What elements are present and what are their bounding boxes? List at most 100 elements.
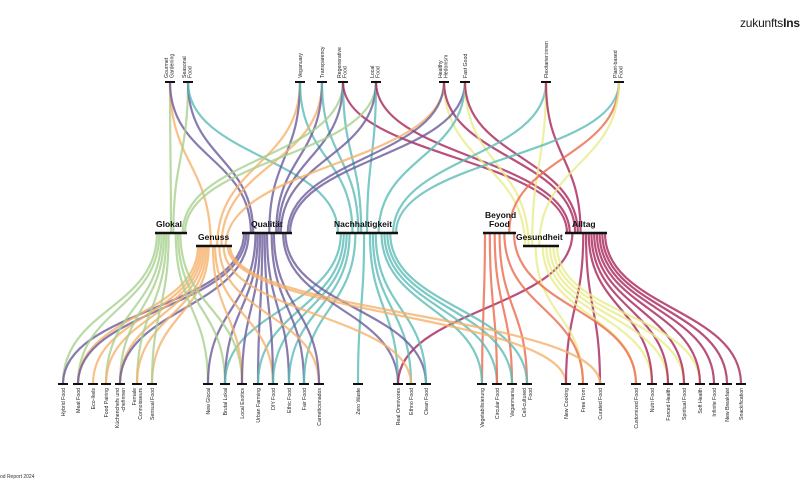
link-bot-82-beyond xyxy=(498,231,529,386)
logo-part-2: Inst xyxy=(783,16,800,30)
bottom-trend-label-carneticionados: Carnetícionados xyxy=(317,388,323,426)
link-bot-45-glokal xyxy=(135,231,168,386)
bottom-trend-label-kuchenchefs-und-chefinnen: Küchenchefs und-chefinnen xyxy=(115,388,127,428)
link-top-17-qualitaet xyxy=(279,80,378,235)
link-top-24-qualitaet xyxy=(288,80,467,235)
hub-label-gesundheit: Gesundheit xyxy=(516,232,563,242)
hub-label-qualitaet: Qualität xyxy=(251,219,283,229)
bottom-trend-label-circular-food: Circular Food xyxy=(495,388,501,419)
bottom-trend-label-food-pairing: Food Pairing xyxy=(104,388,110,418)
link-top-12-glokal xyxy=(181,80,345,235)
link-bot-47-genuss xyxy=(150,244,210,386)
bottom-trend-label-fair-food: Fair Food xyxy=(302,388,308,410)
link-bot-84-genuss xyxy=(226,244,568,386)
top-trend-label-healthy-hedonism: HealthyHedonism xyxy=(438,55,450,78)
link-top-3-glokal xyxy=(172,80,190,235)
bottom-trend-label-infinite-food: Infinite Food xyxy=(712,388,718,417)
logo: zukunftsInst xyxy=(740,16,800,30)
top-trend-label-seasonal-food: SeasonalFood xyxy=(182,56,194,78)
bottom-trend-label-spiritual-food: Spiritual Food xyxy=(682,388,688,420)
bottom-trend-label-new-breakfast: New Breakfast xyxy=(725,387,731,421)
link-layer xyxy=(61,80,743,386)
hub-layer: Glokal Genuss Qualität Nachhaltigkeit Beyond… xyxy=(155,210,607,248)
link-bot-64-qualitaet xyxy=(270,231,306,386)
bottom-trend-label-snackification: Snackification xyxy=(739,388,745,420)
link-bot-65-nachhaltigkeit xyxy=(302,231,357,386)
bottom-trend-label-forced-health: Forced Health xyxy=(666,388,672,421)
top-trend-label-transparency: Transparency xyxy=(320,46,326,78)
link-top-29-gesundheit xyxy=(531,80,548,248)
link-bot-76-beyond xyxy=(480,231,487,386)
link-bot-96-gesundheit xyxy=(552,244,686,386)
hub-label-nachhaltigkeit: Nachhaltigkeit xyxy=(334,219,392,229)
link-bot-73-genuss xyxy=(222,244,413,386)
link-bot-95-alltag xyxy=(590,231,670,386)
link-bot-69-qualitaet xyxy=(282,231,400,386)
bottom-trend-label-nutri-food: Nutri Food xyxy=(650,388,656,412)
link-bot-42-glokal xyxy=(118,231,166,386)
link-top-21-qualitaet xyxy=(286,80,446,235)
tick-layer xyxy=(58,81,746,385)
bottom-trend-label-brutal-lokal: Brutal Lokal xyxy=(223,388,229,415)
bottom-trend-label-free-from: Free From xyxy=(581,388,587,412)
link-bot-36-glokal xyxy=(76,231,161,386)
link-bot-48-glokal xyxy=(150,231,170,386)
link-top-31-nachhaltigkeit xyxy=(394,80,621,235)
link-bot-46-genuss xyxy=(135,244,208,386)
link-top-1-genuss xyxy=(168,80,212,248)
link-bot-83-nachhaltigkeit xyxy=(389,231,529,386)
link-bot-34-glokal xyxy=(61,231,159,386)
link-top-27-alltag xyxy=(463,80,579,235)
link-bot-55-genuss xyxy=(211,244,244,386)
link-bot-53-nachhaltigkeit xyxy=(223,231,342,386)
link-bot-49-glokal xyxy=(174,231,210,386)
link-bot-72-nachhaltigkeit xyxy=(371,231,413,386)
bottom-trend-label-meat-food: Meat Food xyxy=(76,388,82,413)
top-trend-label-plant-based-food: Plant-basedFood xyxy=(613,50,625,78)
link-top-26-gesundheit xyxy=(463,80,530,248)
link-bot-80-beyond xyxy=(493,231,514,386)
link-top-9-genuss xyxy=(220,80,324,248)
bottom-trend-label-eco-ikels: Eco-Ikels xyxy=(91,388,97,410)
link-top-33-gesundheit xyxy=(538,80,621,248)
link-bot-52-qualitaet xyxy=(223,231,259,386)
logo-part-1: zukunfts xyxy=(740,16,784,30)
bottom-trend-label-sensual-food: Sensual Food xyxy=(150,388,156,420)
link-bot-78-nachhaltigkeit xyxy=(383,231,499,386)
link-bot-99-alltag xyxy=(595,231,702,386)
link-bot-61-nachhaltigkeit xyxy=(271,231,348,386)
bottom-trend-label-urban-farming: Urban Farming xyxy=(256,388,262,423)
link-top-32-beyond xyxy=(508,80,621,235)
link-bot-54-glokal xyxy=(179,231,244,386)
bottom-trend-label-clean-food: Clean Food xyxy=(424,388,430,415)
link-bot-88-alltag xyxy=(584,231,602,386)
link-bot-101-alltag xyxy=(601,231,729,386)
link-bot-100-alltag xyxy=(598,231,716,386)
link-bot-67-qualitaet xyxy=(272,231,321,386)
top-trend-label-fast-good: Fast Good xyxy=(463,54,469,78)
hub-label-alltag: Alltag xyxy=(572,219,596,229)
link-top-10-qualitaet xyxy=(275,80,324,235)
link-top-18-nachhaltigkeit xyxy=(365,80,378,235)
bottom-trend-label-hybrid-food: Hybrid Food xyxy=(61,388,67,416)
link-top-20-genuss xyxy=(224,80,446,248)
link-bot-91-beyond xyxy=(512,231,638,386)
link-bot-75-nachhaltigkeit xyxy=(374,231,428,386)
link-top-19-alltag xyxy=(374,80,571,235)
link-top-4-qualitaet xyxy=(186,80,255,235)
link-top-15-alltag xyxy=(341,80,569,235)
bottom-trend-label-new-glocal: New Glocal xyxy=(206,388,212,415)
bottom-trend-label-cell-cultured-food: Cell-culturedFood xyxy=(522,388,534,417)
link-top-28-nachhaltigkeit xyxy=(392,80,548,235)
bottom-trend-label-local-exotics: Local Exotics xyxy=(240,388,246,419)
link-bot-92-gesundheit xyxy=(545,244,654,386)
link-bot-94-gesundheit xyxy=(548,244,670,386)
link-bot-41-genuss xyxy=(104,244,204,386)
bottom-trend-label-real-omnivores: Real Omnivores xyxy=(396,388,402,426)
link-bot-98-gesundheit xyxy=(555,244,702,386)
bottom-trend-label-soft-health: Soft Health xyxy=(698,388,704,414)
bottom-trend-label-diy-food: DIY Food xyxy=(271,388,277,410)
link-bot-43-genuss xyxy=(118,244,206,386)
link-bot-39-genuss xyxy=(91,244,202,386)
